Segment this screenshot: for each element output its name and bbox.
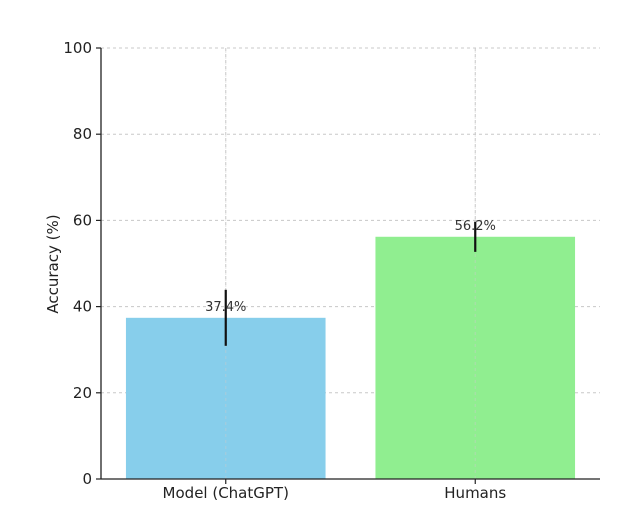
y-axis-label: Accuracy (%) <box>44 214 62 313</box>
y-tick-label: 20 <box>73 384 92 402</box>
bars: 37.4% 56.2% <box>125 48 576 479</box>
y-tick-label: 80 <box>73 125 92 143</box>
data-label: 37.4% <box>205 300 246 315</box>
x-tick-label: Model (ChatGPT) <box>163 484 289 502</box>
data-label: 56.2% <box>455 219 496 234</box>
y-tick-label: 60 <box>73 211 92 229</box>
y-tick-label: 0 <box>82 470 92 488</box>
y-tick-label: 100 <box>63 39 92 57</box>
axes: 0 20 40 60 80 100 Model (ChatGPT) Humans <box>63 39 600 502</box>
y-tick-label: 40 <box>73 298 92 316</box>
x-tick-label: Humans <box>444 484 506 502</box>
